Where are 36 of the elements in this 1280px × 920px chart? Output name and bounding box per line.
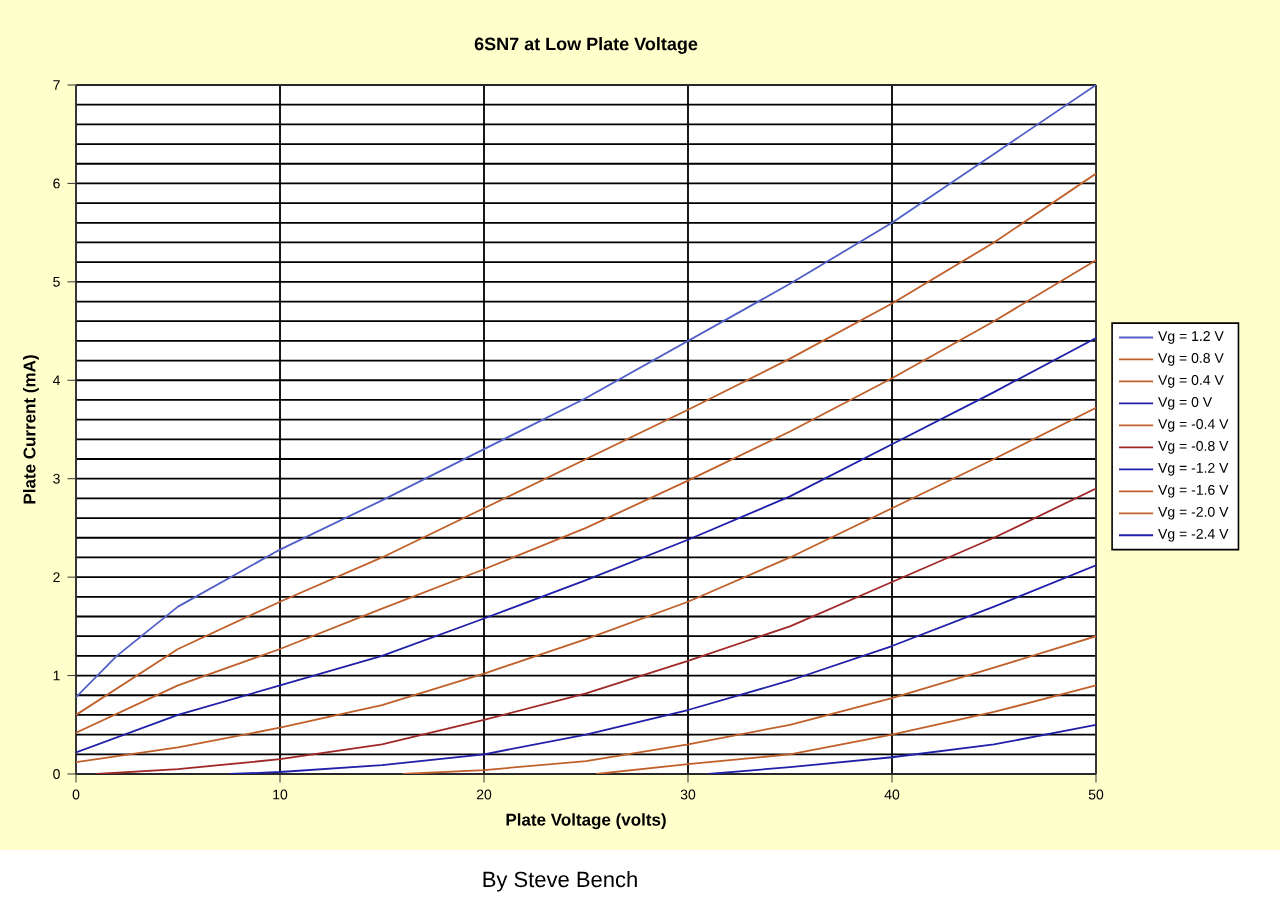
- y-tick-label: 5: [53, 276, 60, 287]
- y-tick-label: 2: [53, 572, 60, 583]
- legend-label: Vg = -2.4 V: [1158, 528, 1229, 542]
- legend-label: Vg = 0.8 V: [1158, 353, 1224, 366]
- y-tick-label: 7: [53, 80, 60, 90]
- line-series: [76, 259, 1096, 734]
- y-tick-label: 4: [52, 375, 60, 386]
- y-tick-label: 1: [53, 670, 60, 681]
- x-tick-label: 50: [1088, 789, 1104, 800]
- line-series: [595, 684, 1096, 774]
- line-series: [95, 487, 1096, 774]
- legend-label: Vg = 0.4 V: [1158, 375, 1224, 388]
- legend-label: Vg = 0 V: [1158, 397, 1213, 410]
- y-tick-label: 6: [53, 178, 60, 189]
- line-series: [76, 337, 1096, 754]
- x-tick-label: 10: [273, 789, 288, 800]
- y-tick-label: 0: [53, 769, 60, 779]
- legend-label: Vg = -1.2 V: [1158, 462, 1229, 476]
- legend-label: Vg = -1.6 V: [1158, 484, 1229, 498]
- x-tick-label: 0: [72, 789, 80, 800]
- y-tick-label: 3: [53, 473, 60, 484]
- line-series: [401, 635, 1096, 774]
- text: By Steve Bench: [483, 871, 637, 892]
- x-tick-label: 30: [680, 789, 696, 800]
- legend-label: Vg = 1.2 V: [1158, 331, 1224, 344]
- x-axis-title: Plate Voltage (volts): [506, 813, 666, 830]
- legend-label: Vg = -0.4 V: [1158, 419, 1229, 432]
- line-series: [76, 406, 1096, 764]
- y-axis-title: Plate Current (mA): [23, 355, 39, 504]
- x-tick-label: 20: [476, 789, 492, 800]
- line-series: [707, 723, 1096, 774]
- chart-title: 6SN7 at Low Plate Voltage: [474, 37, 698, 54]
- line-series: [228, 564, 1096, 774]
- legend-label: Vg = -2.0 V: [1158, 506, 1229, 520]
- x-tick-label: 40: [884, 789, 900, 800]
- legend-label: Vg = -0.8 V: [1158, 441, 1229, 454]
